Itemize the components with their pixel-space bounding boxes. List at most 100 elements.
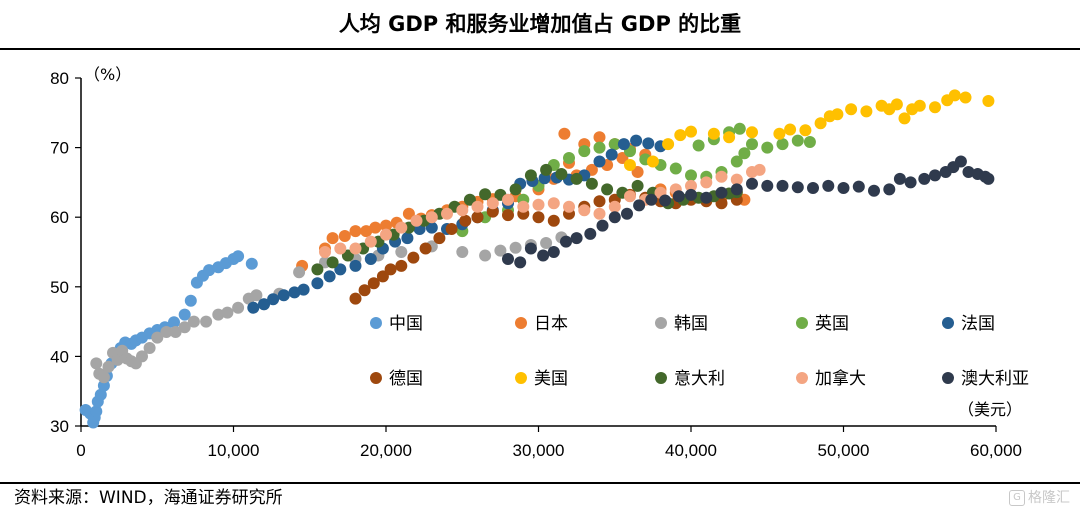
data-point xyxy=(630,134,643,147)
data-point xyxy=(136,350,148,363)
data-point xyxy=(479,249,492,262)
y-axis-unit: （%） xyxy=(84,65,131,84)
legend-label: 法国 xyxy=(961,314,995,334)
data-point xyxy=(360,225,373,238)
data-point xyxy=(203,264,216,277)
data-point xyxy=(645,193,658,206)
data-point xyxy=(425,211,438,224)
data-point xyxy=(319,246,331,258)
x-axis-unit: （美元） xyxy=(958,400,1022,419)
data-point xyxy=(860,105,873,118)
data-point xyxy=(948,89,961,102)
data-point xyxy=(624,190,636,203)
data-point xyxy=(524,242,537,255)
footer-divider xyxy=(0,482,1080,484)
legend-item: 意大利 xyxy=(655,369,725,389)
data-point xyxy=(814,117,827,130)
series-6 xyxy=(624,89,995,171)
chart-points xyxy=(79,89,995,429)
data-point xyxy=(659,194,672,207)
legend-label: 中国 xyxy=(389,314,423,334)
data-point xyxy=(349,225,362,238)
data-point xyxy=(547,197,560,210)
data-point xyxy=(608,138,621,151)
data-point xyxy=(463,193,476,206)
data-point xyxy=(540,237,553,249)
data-point xyxy=(532,198,545,211)
data-point xyxy=(563,200,575,213)
watermark-logo-icon: G xyxy=(1009,490,1025,506)
data-point xyxy=(868,184,880,197)
data-point xyxy=(407,251,420,264)
data-point xyxy=(151,331,164,344)
data-point xyxy=(962,166,975,178)
data-point xyxy=(692,139,705,152)
data-point xyxy=(250,289,263,302)
chart-axes: 30 40 50 60 70 80 0 10,000 20,000 30,000 40,000 50,… xyxy=(50,69,1022,460)
data-point xyxy=(410,214,423,227)
data-point xyxy=(338,230,351,242)
data-point xyxy=(445,223,458,235)
legend-label: 澳大利亚 xyxy=(961,369,1029,389)
data-point xyxy=(502,193,514,206)
data-point xyxy=(715,186,728,199)
data-point xyxy=(547,214,560,227)
data-point xyxy=(277,289,290,302)
data-point xyxy=(803,136,816,148)
series-0 xyxy=(79,250,258,429)
legend-label: 意大利 xyxy=(674,369,725,389)
data-point xyxy=(746,126,758,139)
data-point xyxy=(929,169,941,182)
legend-item: 法国 xyxy=(942,314,995,334)
data-point xyxy=(349,242,362,255)
data-point xyxy=(401,232,414,245)
data-point xyxy=(395,221,408,234)
data-point xyxy=(570,172,583,185)
data-point xyxy=(807,182,819,194)
data-point xyxy=(200,315,213,328)
data-point xyxy=(514,256,527,269)
data-point xyxy=(904,176,917,189)
legend-label: 美国 xyxy=(534,369,568,389)
data-point xyxy=(674,129,687,142)
data-point xyxy=(852,180,865,193)
data-point xyxy=(773,127,786,140)
data-point xyxy=(633,199,646,212)
data-point xyxy=(486,205,499,218)
legend-item: 韩国 xyxy=(655,314,708,334)
data-point xyxy=(761,141,774,154)
data-point xyxy=(509,241,522,254)
y-tick-label: 30 xyxy=(50,417,69,436)
data-point xyxy=(608,200,621,213)
data-point xyxy=(326,232,339,245)
data-point xyxy=(258,298,270,311)
data-point xyxy=(326,256,339,269)
x-tick-label: 20,000 xyxy=(360,441,412,460)
data-point xyxy=(433,232,446,245)
data-point xyxy=(585,177,598,190)
data-point xyxy=(419,242,432,255)
data-point xyxy=(358,284,371,297)
data-point xyxy=(730,173,743,186)
data-point xyxy=(364,235,377,248)
data-point xyxy=(502,253,514,265)
data-point xyxy=(685,179,697,192)
watermark-text: 格隆汇 xyxy=(1028,490,1070,506)
data-point xyxy=(831,108,844,121)
data-point xyxy=(631,166,644,178)
data-point xyxy=(184,294,197,307)
data-point xyxy=(593,141,606,154)
data-point xyxy=(537,249,550,262)
data-point xyxy=(349,259,362,272)
legend-item: 中国 xyxy=(370,314,423,334)
data-point xyxy=(524,169,537,182)
legend-label: 加拿大 xyxy=(815,368,866,389)
data-point xyxy=(334,242,347,255)
data-point xyxy=(563,152,575,164)
data-point xyxy=(616,152,629,164)
x-tick-label: 30,000 xyxy=(513,441,565,460)
data-point xyxy=(479,188,492,201)
data-point xyxy=(471,200,484,213)
data-point xyxy=(918,172,931,185)
source-note: 资料来源：WIND，海通证券研究所 xyxy=(14,488,283,508)
